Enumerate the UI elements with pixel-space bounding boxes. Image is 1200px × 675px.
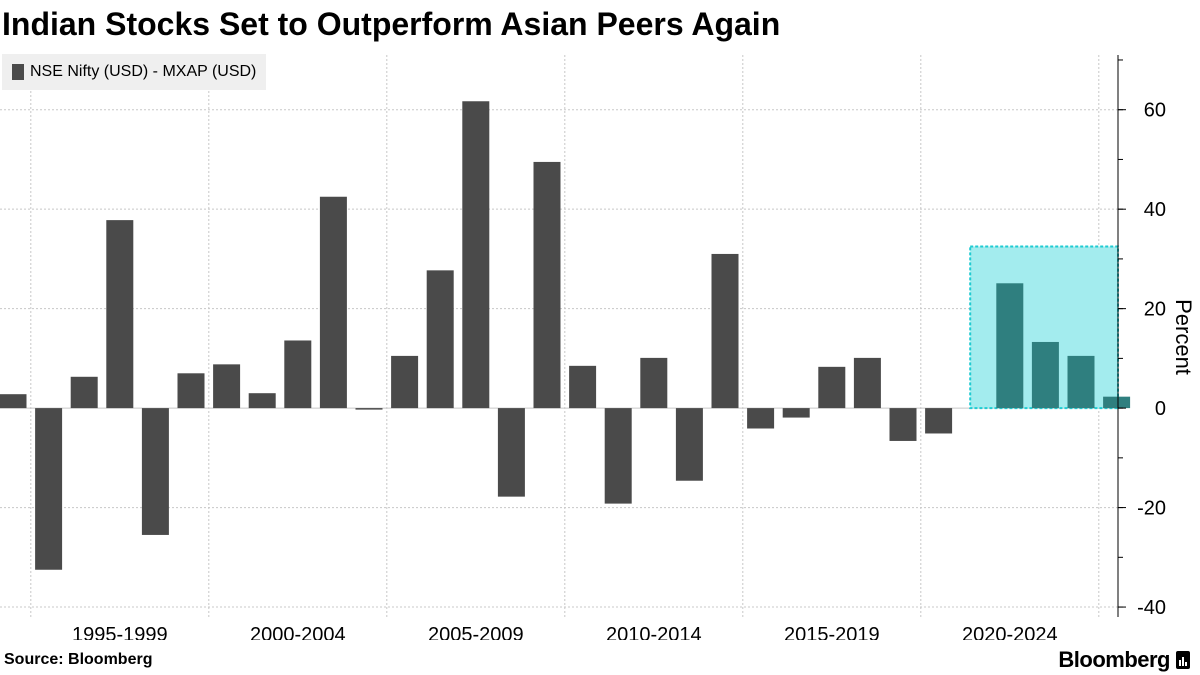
x-axis: 1995-1999 2000-2004 2005-2009 2010-2014 2015… (72, 624, 1058, 640)
chart-title: Indian Stocks Set to Outperform Asian Pe… (2, 6, 781, 42)
legend-label: NSE Nifty (USD) - MXAP (USD) (30, 63, 257, 80)
x-group-label: 2020-2024 (962, 624, 1058, 640)
bar-2011 (604, 408, 632, 504)
bar-2020 (925, 408, 953, 434)
y-tick-label: 0 (1155, 398, 1166, 420)
chart-canvas: -40 -20 0 20 40 60 1995-1999 2000-2004 2005-200… (0, 55, 1196, 640)
bar-2006 (426, 270, 454, 409)
bar-1998 (141, 408, 169, 535)
x-group-label: 2010-2014 (606, 624, 702, 640)
bar-2016 (782, 408, 810, 418)
bar-2024 (1067, 355, 1095, 409)
bar-2019 (889, 408, 917, 441)
bar-2017 (818, 366, 846, 409)
y-tick-label: -20 (1137, 498, 1166, 520)
bar-2015 (747, 408, 775, 429)
bar-1999 (177, 373, 205, 409)
bar-2022 (996, 283, 1024, 409)
bar-2007 (462, 101, 490, 409)
legend-swatch (12, 64, 24, 80)
bar-2000 (213, 364, 241, 409)
y-tick-label: 20 (1144, 299, 1166, 321)
bar-2018 (853, 357, 881, 409)
bloomberg-terminal-icon (1176, 651, 1190, 669)
brand-logo-text: Bloomberg (1058, 647, 1170, 672)
source-note: Source: Bloomberg (4, 651, 153, 668)
y-tick-label: 40 (1144, 199, 1166, 221)
x-group-label: 2000-2004 (250, 624, 346, 640)
bar-2013 (675, 408, 703, 481)
y-axis-label: Percent (1171, 299, 1196, 375)
bar-1995 (35, 408, 63, 570)
bar-1994 (0, 394, 27, 409)
bar-2003 (319, 196, 347, 409)
bar-2009 (533, 161, 561, 409)
brand: Bloomberg (1058, 647, 1190, 673)
bar-2005 (391, 355, 419, 409)
x-group-label: 1995-1999 (72, 624, 168, 640)
bars (0, 101, 1131, 570)
y-axis: -40 -20 0 20 40 60 (1117, 55, 1166, 619)
bar-2012 (640, 357, 668, 409)
bar-2010 (569, 365, 597, 409)
bar-1997 (106, 220, 134, 409)
bar-2004 (355, 408, 383, 410)
bar-2014 (711, 253, 739, 409)
bar-2008 (497, 408, 525, 497)
x-group-label: 2005-2009 (428, 624, 524, 640)
bar-2002 (284, 340, 312, 409)
bar-1996 (70, 376, 98, 409)
bar-2023 (1031, 341, 1059, 409)
x-group-label: 2015-2019 (784, 624, 880, 640)
bar-2001 (248, 393, 276, 409)
y-tick-label: 60 (1144, 100, 1166, 122)
legend: NSE Nifty (USD) - MXAP (USD) (2, 54, 267, 90)
y-tick-label: -40 (1137, 597, 1166, 619)
bar-2025 (1103, 396, 1131, 409)
